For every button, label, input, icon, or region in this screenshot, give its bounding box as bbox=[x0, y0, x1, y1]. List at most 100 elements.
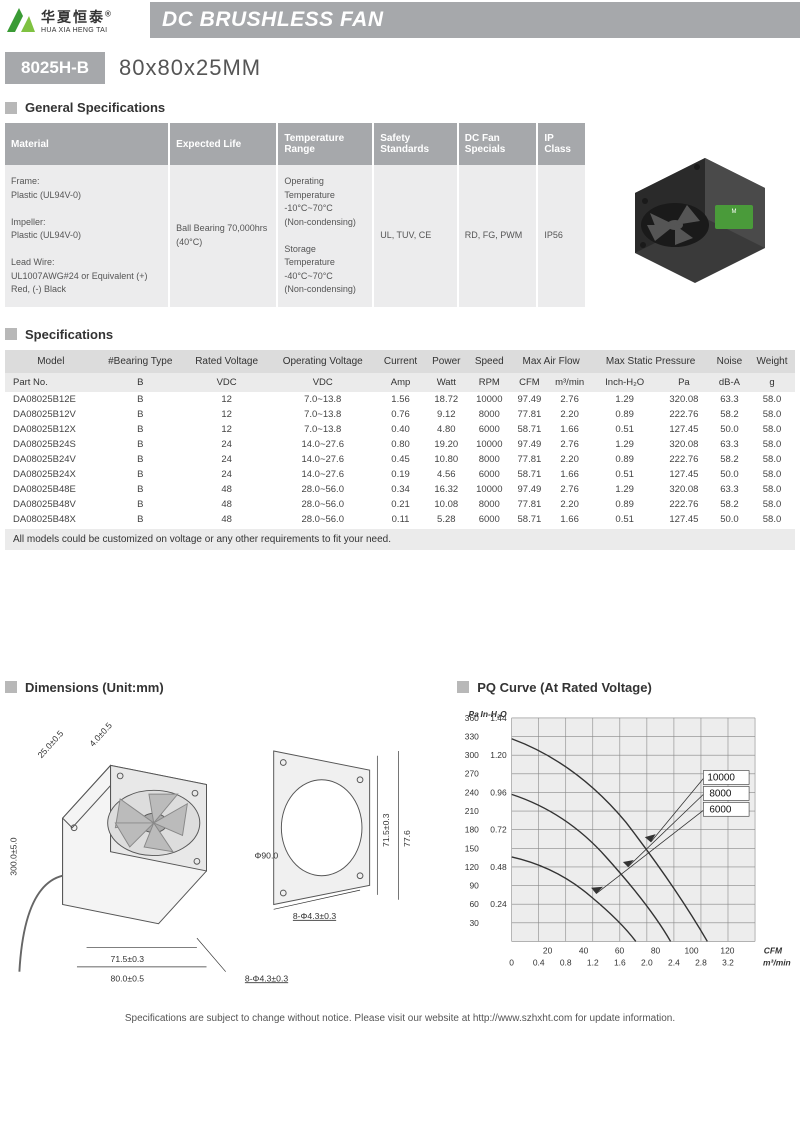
section-pq: PQ Curve (At Rated Voltage) bbox=[477, 680, 652, 695]
table-row: DA08025B12VB127.0~13.80.769.12800077.812… bbox=[5, 407, 795, 422]
svg-text:360: 360 bbox=[465, 712, 479, 722]
gen-th: Temperature Range bbox=[277, 123, 373, 165]
svg-text:270: 270 bbox=[465, 768, 479, 778]
spec-subhead: VDC bbox=[184, 373, 269, 392]
spec-subhead: Watt bbox=[425, 373, 468, 392]
svg-text:120: 120 bbox=[465, 861, 479, 871]
svg-text:0: 0 bbox=[510, 957, 515, 967]
gen-th: Expected Life bbox=[169, 123, 277, 165]
svg-text:0.48: 0.48 bbox=[490, 861, 507, 871]
svg-text:8-Φ4.3±0.3: 8-Φ4.3±0.3 bbox=[245, 973, 288, 983]
pq-chart: Pa360330300270240210180150120906030 In-H… bbox=[457, 703, 795, 981]
spec-subhead: g bbox=[749, 373, 795, 392]
section-general: General Specifications bbox=[25, 100, 165, 115]
svg-text:40: 40 bbox=[579, 945, 589, 955]
spec-th: Current bbox=[376, 350, 425, 373]
svg-text:1.44: 1.44 bbox=[490, 712, 507, 722]
gen-td: Frame: Plastic (UL94V-0) Impeller: Plast… bbox=[5, 165, 169, 307]
svg-text:0.8: 0.8 bbox=[560, 957, 572, 967]
brand-cn: 华夏恒泰 bbox=[41, 9, 105, 25]
svg-text:120: 120 bbox=[721, 945, 735, 955]
reg-mark: ® bbox=[105, 9, 113, 18]
svg-text:71.5±0.3: 71.5±0.3 bbox=[381, 813, 391, 847]
svg-text:150: 150 bbox=[465, 843, 479, 853]
svg-text:3.2: 3.2 bbox=[722, 957, 734, 967]
section-marker-icon bbox=[5, 328, 17, 340]
spec-th: Max Static Pressure bbox=[591, 350, 709, 373]
table-row: DA08025B48XB4828.0~56.00.115.28600058.71… bbox=[5, 512, 795, 527]
spec-subhead: dB-A bbox=[710, 373, 749, 392]
svg-text:8-Φ4.3±0.3: 8-Φ4.3±0.3 bbox=[293, 910, 336, 920]
spec-th: Model bbox=[5, 350, 97, 373]
brand-logo: 华夏恒泰® HUA XIA HENG TAI bbox=[0, 4, 150, 36]
table-row: DA08025B12EB127.0~13.81.5618.721000097.4… bbox=[5, 392, 795, 407]
dimensions-drawing: 25.0±0.5 4.0±0.5 300.0±5.0 71.5±0.3 80.0… bbox=[5, 703, 427, 991]
spec-th: Noise bbox=[710, 350, 749, 373]
general-spec-table: MaterialExpected LifeTemperature RangeSa… bbox=[5, 123, 585, 307]
svg-text:180: 180 bbox=[465, 824, 479, 834]
spec-note: All models could be customized on voltag… bbox=[5, 529, 795, 550]
spec-th: Speed bbox=[468, 350, 511, 373]
gen-td: Operating Temperature -10°C~70°C (Non-co… bbox=[277, 165, 373, 307]
section-marker-icon bbox=[5, 681, 17, 693]
svg-text:330: 330 bbox=[465, 731, 479, 741]
table-row: DA08025B48EB4828.0~56.00.3416.321000097.… bbox=[5, 482, 795, 497]
spec-subhead: Amp bbox=[376, 373, 425, 392]
svg-text:20: 20 bbox=[543, 945, 553, 955]
svg-text:2.8: 2.8 bbox=[695, 957, 707, 967]
spec-subhead: VDC bbox=[269, 373, 376, 392]
svg-text:210: 210 bbox=[465, 806, 479, 816]
svg-text:240: 240 bbox=[465, 787, 479, 797]
svg-text:Φ90.0: Φ90.0 bbox=[254, 850, 278, 860]
svg-text:4.0±0.5: 4.0±0.5 bbox=[87, 720, 114, 748]
gen-td: Ball Bearing 70,000hrs (40°C) bbox=[169, 165, 277, 307]
brand-en: HUA XIA HENG TAI bbox=[41, 27, 113, 34]
svg-text:M: M bbox=[732, 209, 737, 215]
section-dims: Dimensions (Unit:mm) bbox=[25, 680, 164, 695]
spec-th: Max Air Flow bbox=[511, 350, 591, 373]
spec-subhead: RPM bbox=[468, 373, 511, 392]
fan-product-image: M bbox=[595, 123, 795, 303]
gen-th: DC Fan Specials bbox=[458, 123, 538, 165]
svg-text:60: 60 bbox=[615, 945, 625, 955]
table-row: DA08025B12XB127.0~13.80.404.80600058.711… bbox=[5, 422, 795, 437]
svg-text:0.96: 0.96 bbox=[490, 787, 507, 797]
svg-text:80: 80 bbox=[651, 945, 661, 955]
logo-mark-icon bbox=[5, 4, 37, 36]
spec-subhead: Part No. bbox=[5, 373, 97, 392]
svg-text:m³/min: m³/min bbox=[763, 957, 791, 967]
svg-text:60: 60 bbox=[470, 899, 480, 909]
svg-text:10000: 10000 bbox=[708, 772, 736, 783]
table-row: DA08025B24XB2414.0~27.60.194.56600058.71… bbox=[5, 467, 795, 482]
table-row: DA08025B48VB4828.0~56.00.2110.08800077.8… bbox=[5, 497, 795, 512]
spec-th: #Bearing Type bbox=[97, 350, 184, 373]
gen-th: IP Class bbox=[537, 123, 585, 165]
footer-note: Specifications are subject to change wit… bbox=[0, 1013, 800, 1032]
svg-text:CFM: CFM bbox=[764, 945, 783, 955]
spec-subhead: Inch-H₂O bbox=[591, 373, 658, 392]
spec-th: Operating Voltage bbox=[269, 350, 376, 373]
table-row: DA08025B24SB2414.0~27.60.8019.201000097.… bbox=[5, 437, 795, 452]
svg-text:300.0±5.0: 300.0±5.0 bbox=[9, 837, 19, 876]
spec-table: Model#Bearing TypeRated VoltageOperating… bbox=[5, 350, 795, 527]
spec-subhead: CFM bbox=[511, 373, 548, 392]
svg-text:30: 30 bbox=[470, 917, 480, 927]
spec-subhead: m³/min bbox=[548, 373, 591, 392]
spec-subhead: Pa bbox=[658, 373, 710, 392]
spec-th: Weight bbox=[749, 350, 795, 373]
gen-th: Safety Standards bbox=[373, 123, 458, 165]
gen-td: UL, TUV, CE bbox=[373, 165, 458, 307]
gen-th: Material bbox=[5, 123, 169, 165]
page-title: DC BRUSHLESS FAN bbox=[150, 2, 800, 38]
svg-text:1.6: 1.6 bbox=[614, 957, 626, 967]
svg-text:0.72: 0.72 bbox=[490, 824, 507, 834]
svg-text:25.0±0.5: 25.0±0.5 bbox=[36, 728, 66, 760]
svg-text:90: 90 bbox=[470, 880, 480, 890]
gen-td: RD, FG, PWM bbox=[458, 165, 538, 307]
svg-text:1.20: 1.20 bbox=[490, 750, 507, 760]
svg-text:1.2: 1.2 bbox=[587, 957, 599, 967]
svg-text:300: 300 bbox=[465, 750, 479, 760]
svg-text:2.0: 2.0 bbox=[641, 957, 653, 967]
svg-text:100: 100 bbox=[685, 945, 699, 955]
svg-text:80.0±0.5: 80.0±0.5 bbox=[111, 973, 145, 983]
